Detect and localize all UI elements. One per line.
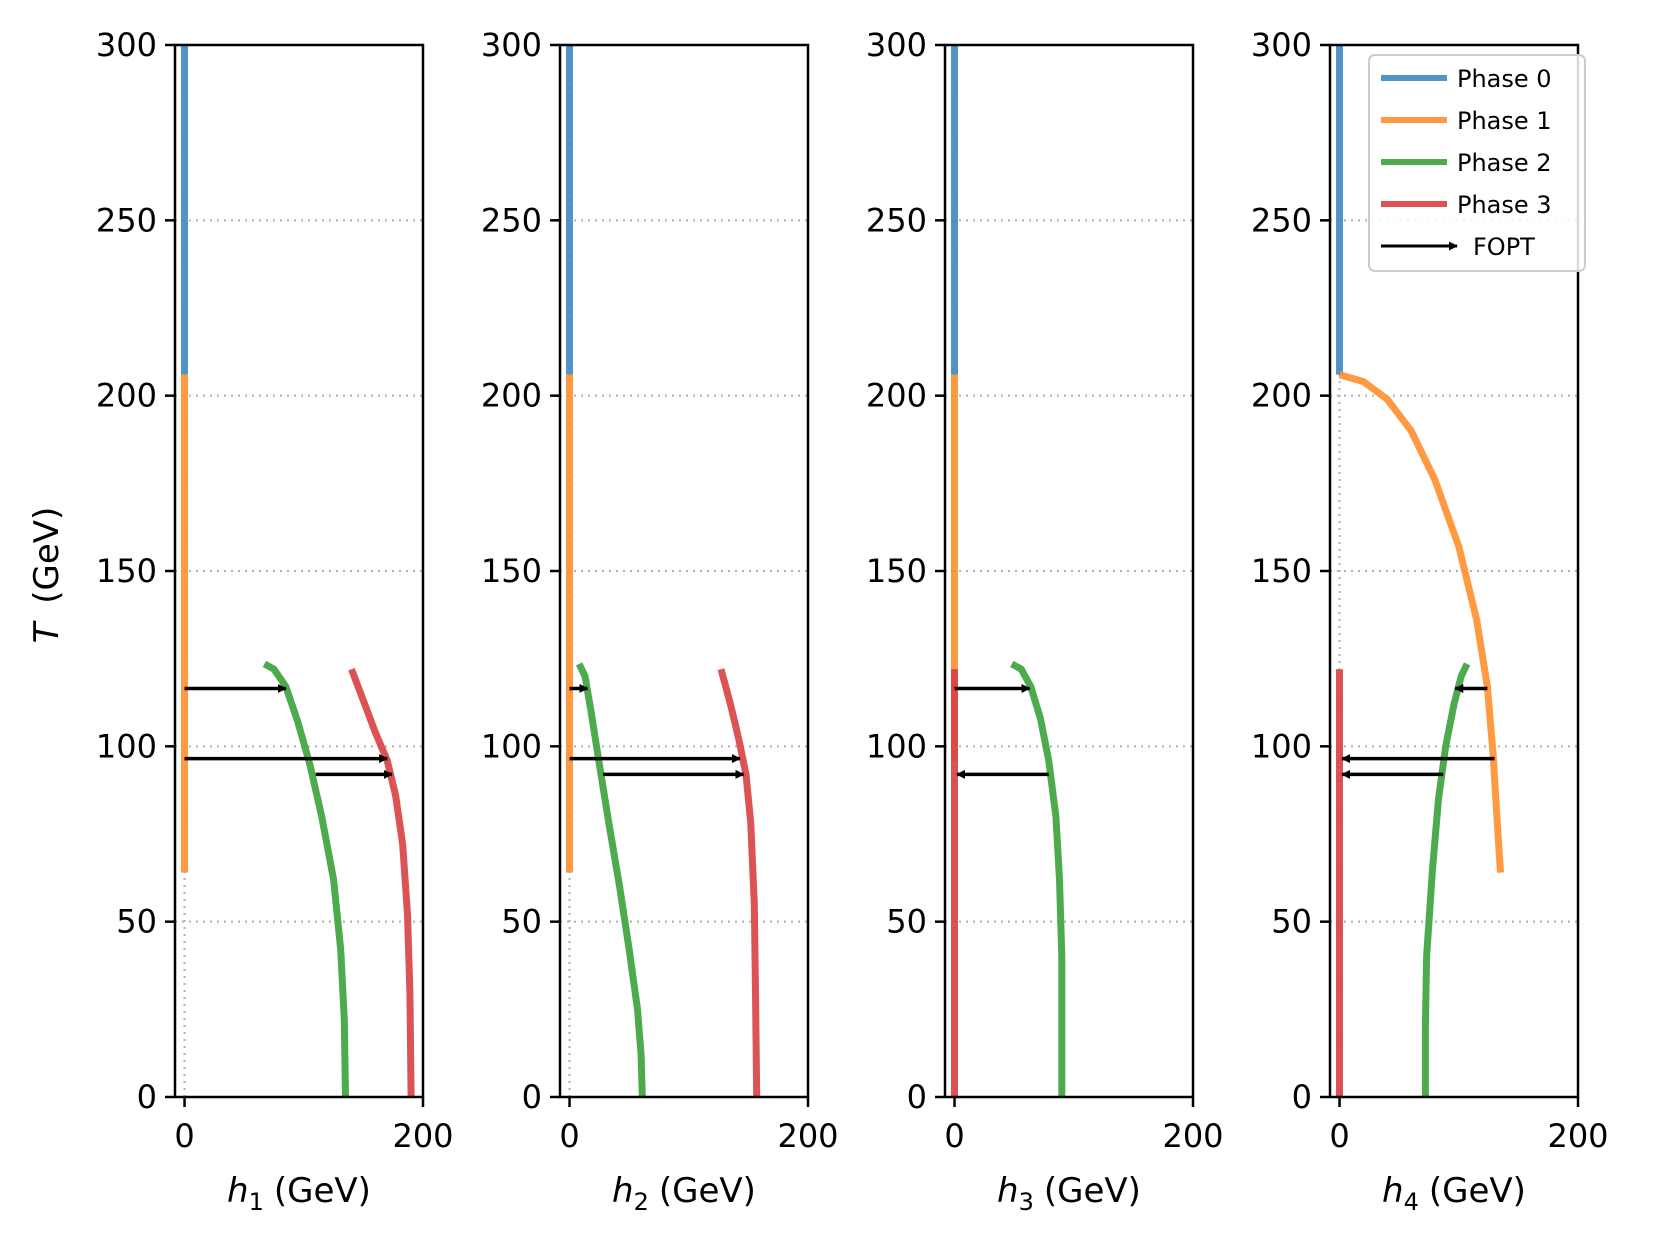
x-tick-label: 200 <box>1547 1117 1608 1155</box>
y-tick-label: 50 <box>886 903 927 941</box>
y-tick-label: 0 <box>907 1078 927 1116</box>
y-axis-symbol: T <box>27 620 67 643</box>
y-tick-label: 150 <box>1251 552 1312 590</box>
y-tick-label: 250 <box>96 201 157 239</box>
panel-1: 0 50 100 150 200 250 300 0 200 h1 (GeV) <box>96 26 454 1216</box>
x-tick-label: 200 <box>777 1117 838 1155</box>
y-tick-label: 0 <box>137 1078 157 1116</box>
legend-label: FOPT <box>1473 233 1535 261</box>
legend-label: Phase 0 <box>1457 65 1552 93</box>
series-phase-1 <box>1338 371 1504 873</box>
y-tick-label: 0 <box>1292 1078 1312 1116</box>
x-axis-unit: (GeV) <box>1429 1171 1526 1211</box>
legend-label: Phase 3 <box>1457 191 1552 219</box>
y-tick-label: 200 <box>866 377 927 415</box>
x-axis-label: h4 (GeV) <box>1382 1171 1526 1216</box>
y-tick-label: 300 <box>481 26 542 64</box>
x-axis-symbol: h <box>227 1171 249 1211</box>
legend-box <box>1368 54 1586 272</box>
x-tick-label: 0 <box>559 1117 579 1155</box>
x-axis-subscript: 2 <box>634 1188 649 1216</box>
y-tick-label: 0 <box>522 1078 542 1116</box>
y-tick-label: 250 <box>481 201 542 239</box>
series-phase-2 <box>575 662 646 1098</box>
x-axis-unit: (GeV) <box>1044 1171 1141 1211</box>
y-tick-label: 100 <box>481 727 542 765</box>
x-axis-symbol: h <box>1382 1171 1404 1211</box>
y-tick-label: 200 <box>481 377 542 415</box>
y-tick-label: 300 <box>866 26 927 64</box>
y-tick-label: 50 <box>501 903 542 941</box>
x-tick-label: 0 <box>174 1117 194 1155</box>
y-tick-label: 150 <box>866 552 927 590</box>
series-phase-2 <box>1421 662 1471 1097</box>
x-tick-label: 0 <box>944 1117 964 1155</box>
y-tick-label: 50 <box>116 903 157 941</box>
legend-label: Phase 1 <box>1457 107 1552 135</box>
y-tick-label: 100 <box>1251 727 1312 765</box>
legend: Phase 0 Phase 1 Phase 2 Phase 3 FOPT <box>1368 54 1586 272</box>
series-phase-2 <box>262 660 349 1098</box>
y-tick-label: 300 <box>1251 26 1312 64</box>
y-tick-label: 100 <box>866 727 927 765</box>
x-tick-label: 0 <box>1329 1117 1349 1155</box>
y-tick-label: 150 <box>96 552 157 590</box>
panel-2: 0 50 100 150 200 250 300 0 200 h2 (GeV) <box>481 26 839 1216</box>
series-phase-2 <box>1010 660 1066 1097</box>
y-tick-label: 200 <box>1251 377 1312 415</box>
x-axis-label: h1 (GeV) <box>227 1171 371 1216</box>
x-axis-unit: (GeV) <box>274 1171 371 1211</box>
x-axis-symbol: h <box>997 1171 1019 1211</box>
y-tick-label: 100 <box>96 727 157 765</box>
legend-label: Phase 2 <box>1457 149 1552 177</box>
y-axis-unit: (GeV) <box>27 507 67 604</box>
x-axis-unit: (GeV) <box>659 1171 756 1211</box>
y-tick-label: 50 <box>1271 903 1312 941</box>
panel-4: 0 50 100 150 200 250 300 0 200 h4 (GeV) <box>1251 26 1609 1216</box>
x-axis-subscript: 3 <box>1019 1188 1034 1216</box>
x-axis-subscript: 4 <box>1404 1188 1419 1216</box>
panel-3: 0 50 100 150 200 250 300 0 200 h3 (GeV) <box>866 26 1224 1216</box>
series-phase-3 <box>717 668 761 1098</box>
y-tick-label: 300 <box>96 26 157 64</box>
y-tick-label: 250 <box>1251 201 1312 239</box>
x-axis-subscript: 1 <box>249 1188 264 1216</box>
x-tick-label: 200 <box>392 1117 453 1155</box>
x-axis-symbol: h <box>612 1171 634 1211</box>
y-axis-label: T (GeV) <box>27 507 67 644</box>
y-tick-label: 150 <box>481 552 542 590</box>
x-axis-label: h3 (GeV) <box>997 1171 1141 1216</box>
y-tick-label: 200 <box>96 377 157 415</box>
series-phase-3 <box>348 667 415 1098</box>
x-axis-label: h2 (GeV) <box>612 1171 756 1216</box>
y-tick-label: 250 <box>866 201 927 239</box>
x-tick-label: 200 <box>1162 1117 1223 1155</box>
